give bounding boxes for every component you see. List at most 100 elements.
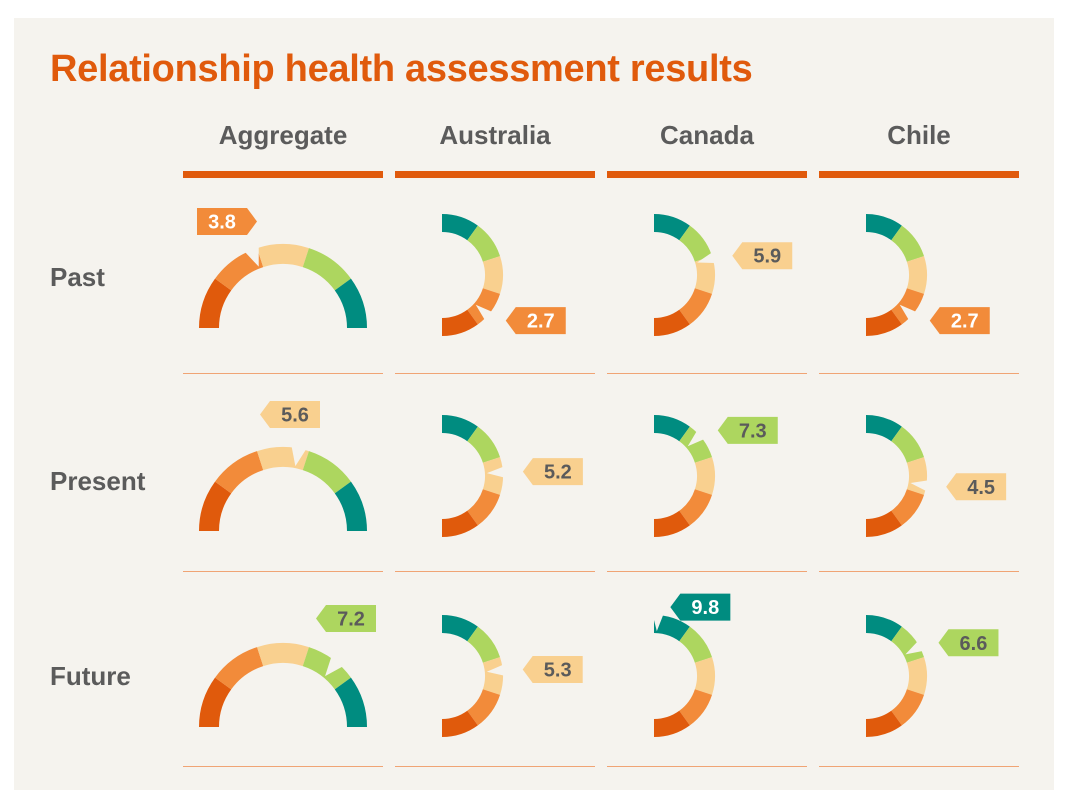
value-tag: 3.8 (197, 208, 257, 235)
gauge-segment (694, 457, 716, 495)
value-tag-shape (260, 401, 320, 428)
value-label: 5.9 (753, 246, 781, 268)
gauge-pointer (687, 431, 704, 447)
gauge-segment (866, 615, 902, 642)
gauge-pointer (291, 446, 307, 467)
gauge-segment (199, 481, 232, 531)
gauge-segment (891, 626, 925, 663)
gauge-segment (482, 657, 503, 695)
gauge-segment (679, 626, 713, 663)
column-header-australia: Australia (439, 120, 551, 150)
gauge-chile-past: 2.7 (866, 214, 990, 336)
value-label: 5.3 (544, 660, 572, 682)
gauge-segment (654, 615, 690, 642)
gauge-segment (442, 309, 478, 336)
gauge-segment (891, 288, 925, 325)
gauge-segment (215, 248, 264, 291)
gauge-segment (257, 643, 309, 667)
value-tag: 9.8 (670, 593, 731, 621)
gauge-canada-past: 5.9 (654, 214, 793, 336)
gauge-chile-future: 6.6 (866, 615, 999, 737)
value-label: 5.6 (281, 405, 309, 427)
gauge-aggregate-present: 5.6 (199, 401, 367, 531)
row-label-future: Future (50, 661, 131, 691)
gauge-canada-future: 9.8 (652, 593, 731, 737)
gauge-segment (257, 244, 309, 268)
column-header-canada: Canada (660, 120, 754, 150)
gauge-segment (334, 677, 367, 727)
value-label: 4.5 (967, 477, 995, 499)
gauge-segment (467, 689, 501, 726)
gauge-segment (694, 256, 716, 294)
value-tag: 5.9 (732, 242, 793, 270)
row-divider (395, 571, 595, 572)
gauge-segment (442, 710, 478, 737)
row-divider (395, 373, 595, 374)
chart-title: Relationship health assessment results (50, 48, 753, 90)
value-label: 2.7 (951, 311, 979, 333)
column-header-chile: Chile (887, 120, 951, 150)
column-bar-canada (607, 171, 807, 178)
column-bar-australia (395, 171, 595, 178)
gauge-segment (467, 489, 501, 526)
value-tag: 5.2 (522, 458, 583, 486)
gauge-pointer (244, 246, 259, 267)
row-divider (395, 766, 595, 767)
gauge-segment (866, 309, 902, 336)
gauge-segment (467, 626, 501, 663)
column-bar-aggregate (183, 171, 383, 178)
value-tag: 4.5 (946, 473, 1007, 501)
gauge-segment (467, 426, 501, 463)
value-label: 2.7 (527, 311, 555, 333)
column-bar-chile (819, 171, 1019, 178)
value-tag-shape (946, 473, 1007, 501)
gauge-segment (654, 415, 690, 442)
gauge-segment (891, 489, 925, 526)
row-divider (607, 373, 807, 374)
value-tag: 2.7 (929, 307, 990, 335)
value-tag-shape (717, 416, 778, 444)
value-tag: 7.3 (717, 416, 778, 444)
gauge-segment (906, 256, 927, 294)
value-label: 6.6 (960, 633, 988, 655)
gauge-pointer (697, 252, 715, 263)
gauge-australia-past: 2.7 (442, 214, 566, 336)
gauge-pointer (325, 657, 343, 677)
gauge-segment (679, 489, 713, 526)
gauge-segment (866, 415, 902, 442)
gauge-pointer (905, 641, 923, 655)
value-tag-shape (197, 208, 257, 235)
gauge-pointer (486, 466, 504, 478)
gauge-segment (891, 225, 925, 262)
gauge-segment (482, 457, 503, 495)
value-tag: 5.3 (522, 656, 583, 684)
gauge-pointer (652, 614, 664, 632)
gauge-segment (302, 647, 351, 690)
value-tag-shape (670, 593, 731, 621)
gauge-segment (302, 248, 351, 291)
value-tag-shape (732, 242, 793, 270)
gauge-segment (679, 288, 713, 325)
gauge-segment (467, 288, 501, 325)
gauge-chile-present: 4.5 (866, 415, 1007, 537)
gauge-segment (482, 256, 503, 294)
value-tag: 7.2 (316, 605, 376, 632)
value-tag-shape (929, 307, 990, 335)
gauge-segment (199, 278, 232, 328)
row-divider (819, 571, 1019, 572)
value-label: 3.8 (208, 212, 236, 234)
gauge-segment (679, 426, 713, 463)
value-label: 5.2 (544, 462, 572, 484)
gauge-segment (215, 647, 264, 690)
gauge-pointer (910, 480, 928, 491)
value-tag-shape (938, 629, 999, 657)
gauge-segment (679, 689, 713, 726)
value-label: 7.3 (739, 420, 767, 442)
gauge-segment (891, 689, 925, 726)
row-divider (819, 766, 1019, 767)
value-tag-shape (522, 458, 583, 486)
gauge-segment (906, 657, 927, 695)
value-tag-shape (316, 605, 376, 632)
value-tag: 2.7 (505, 307, 566, 335)
value-tag-shape (522, 656, 583, 684)
